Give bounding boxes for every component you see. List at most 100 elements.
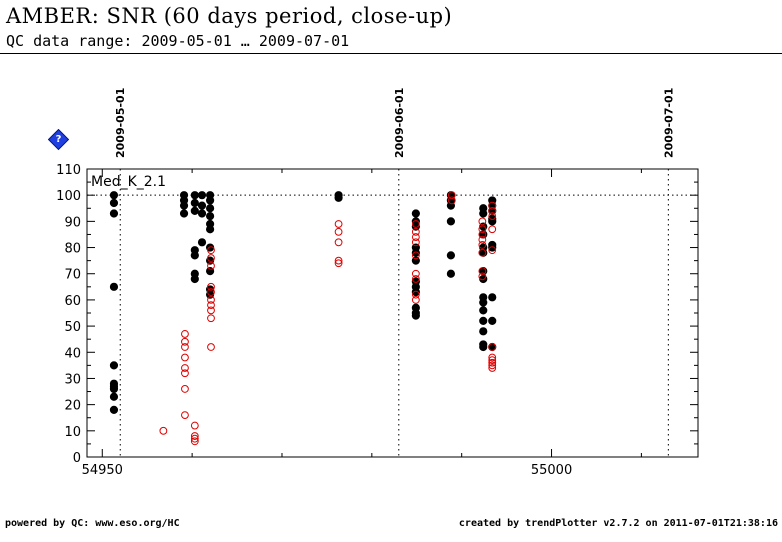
data-point-filled <box>205 196 215 205</box>
data-point-filled <box>446 251 456 260</box>
data-point-filled <box>205 225 215 234</box>
data-point-open <box>488 361 497 370</box>
date-marker-label: 2009-07-01 <box>662 88 675 158</box>
data-point-filled <box>197 209 207 218</box>
y-tick-label: 90 <box>64 215 81 230</box>
data-point-open <box>488 353 497 362</box>
data-point-open <box>181 337 189 346</box>
date-marker-label: 2009-06-01 <box>393 88 406 158</box>
data-point-open <box>411 251 420 260</box>
data-point-open <box>207 343 215 351</box>
axes-layer: 2009-05-01 2009-06-01 2009-07-01 0 10 20 30 40 5… <box>56 88 699 478</box>
data-point-filled <box>190 191 199 200</box>
data-point-filled <box>479 298 488 307</box>
y-tick-label: 100 <box>56 189 81 204</box>
plot-frame <box>86 168 699 458</box>
data-point-open <box>488 212 497 221</box>
data-point-filled <box>205 212 215 221</box>
y-tick-label: 70 <box>64 268 81 283</box>
footer-powered-by: powered by QC: www.eso.org/HC <box>5 518 180 529</box>
data-range-subtitle: QC data range: 2009-05-01 … 2009-07-01 <box>6 32 350 50</box>
data-point-filled <box>190 274 199 284</box>
footer-created-by: created by trendPlotter v2.7.2 on 2011-0… <box>458 518 778 529</box>
data-point-open <box>478 230 487 239</box>
y-tick-label: 40 <box>64 346 81 361</box>
data-point-filled <box>334 193 343 202</box>
grid-layer <box>87 169 698 457</box>
data-point-open <box>181 411 189 420</box>
data-point-filled <box>479 342 488 352</box>
data-point-open <box>181 364 189 372</box>
data-point-open <box>334 227 343 236</box>
data-point-open <box>181 330 189 338</box>
data-point-filled <box>109 384 119 394</box>
data-point-open <box>207 288 215 296</box>
data-point-filled <box>190 251 199 260</box>
data-point-open <box>488 206 497 215</box>
data-point-filled <box>479 316 488 325</box>
data-point-open <box>181 385 189 393</box>
data-point-open <box>411 275 420 283</box>
data-point-open <box>488 201 497 210</box>
data-point-filled <box>109 191 119 200</box>
data-point-filled <box>179 201 189 210</box>
data-point-open <box>207 306 215 315</box>
data-point-open <box>478 235 487 244</box>
y-tick-label: 110 <box>56 163 81 178</box>
data-point-filled <box>411 287 420 297</box>
data-point-filled <box>190 198 199 208</box>
y-tick-label: 20 <box>64 399 81 414</box>
data-point-open <box>334 220 343 228</box>
data-point-filled <box>205 204 215 213</box>
x-tick-label: 55000 <box>531 463 572 478</box>
points-layer <box>109 191 497 446</box>
data-point-open <box>159 426 168 435</box>
y-tick-label: 30 <box>64 372 81 387</box>
y-tick-label: 0 <box>73 451 81 466</box>
data-point-filled <box>488 243 497 252</box>
y-tick-label: 50 <box>64 320 81 335</box>
data-point-open <box>411 220 420 228</box>
data-point-filled <box>446 269 456 278</box>
data-point-open <box>411 296 420 304</box>
data-point-filled <box>488 293 497 302</box>
data-point-open <box>411 227 420 236</box>
data-point-open <box>411 238 420 247</box>
data-point-open <box>207 296 215 304</box>
data-point-open <box>488 364 497 372</box>
data-point-open <box>478 225 487 234</box>
data-point-open <box>207 301 215 310</box>
data-point-open <box>478 241 487 249</box>
data-point-open <box>488 246 497 255</box>
data-point-open <box>488 225 497 234</box>
data-point-open <box>488 343 497 351</box>
data-point-filled <box>411 248 420 257</box>
data-point-filled <box>179 209 189 218</box>
data-point-filled <box>446 217 456 226</box>
y-tick-label: 80 <box>64 242 81 257</box>
data-point-open <box>207 254 215 262</box>
data-point-filled <box>109 392 119 401</box>
y-tick-label: 60 <box>64 294 81 309</box>
data-point-open <box>207 314 215 323</box>
date-marker-label: 2009-05-01 <box>114 88 127 158</box>
data-point-open <box>488 356 497 365</box>
data-point-filled <box>479 209 488 218</box>
chart-title: AMBER: SNR (60 days period, close-up) <box>6 4 453 28</box>
data-point-open <box>190 421 199 430</box>
data-point-filled <box>197 201 207 210</box>
data-point-filled <box>109 405 119 414</box>
y-tick-label: 10 <box>64 425 81 440</box>
data-point-open <box>488 358 497 367</box>
data-point-filled <box>488 316 497 325</box>
data-point-open <box>207 261 215 270</box>
data-point-filled <box>197 238 207 247</box>
data-point-filled <box>411 209 420 218</box>
data-point-open <box>411 233 420 241</box>
data-point-open <box>181 369 189 378</box>
data-point-open <box>334 259 343 268</box>
data-point-open <box>478 272 487 281</box>
data-point-open <box>181 343 189 351</box>
data-point-filled <box>109 282 119 291</box>
x-tick-label: 54950 <box>82 463 123 478</box>
